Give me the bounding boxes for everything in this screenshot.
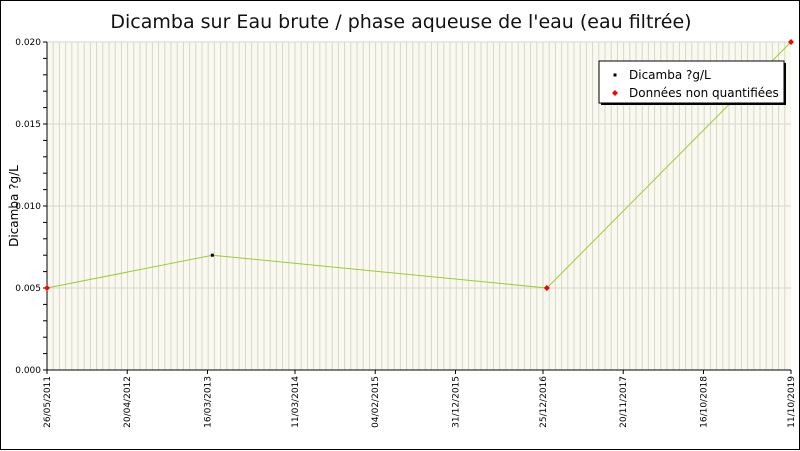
- non-quantified-point: [44, 285, 50, 291]
- legend-label: Données non quantifiées: [629, 86, 779, 100]
- x-tick-label: 16/10/2018: [699, 376, 709, 428]
- y-tick-label: 0.020: [15, 38, 41, 48]
- x-tick-label: 20/11/2017: [619, 376, 629, 428]
- x-tick-label: 25/12/2016: [539, 376, 549, 428]
- y-tick-label: 0.005: [15, 284, 41, 294]
- legend-marker-quantified: [613, 73, 617, 77]
- x-tick-label: 04/02/2015: [371, 376, 381, 428]
- x-tick-label: 26/05/2011: [43, 376, 53, 428]
- y-tick-label: 0.000: [15, 366, 41, 376]
- data-point: [210, 253, 214, 257]
- x-tick-label: 31/12/2015: [451, 376, 461, 428]
- y-tick-label: 0.015: [15, 120, 41, 130]
- legend-label: Dicamba ?g/L: [629, 68, 711, 82]
- axes: [43, 41, 792, 374]
- x-tick-label: 11/03/2014: [291, 376, 301, 428]
- x-tick-label: 11/10/2019: [787, 376, 797, 428]
- y-axis-label: Dicamba ?g/L: [7, 165, 21, 247]
- legend: Dicamba ?g/L Données non quantifiées: [598, 60, 786, 105]
- data-series: [44, 39, 794, 291]
- y-tick-labels: 0.000 0.005 0.010 0.015 0.020: [15, 38, 41, 376]
- legend-items: Dicamba ?g/L Données non quantifiées: [612, 68, 779, 100]
- legend-box: [598, 60, 785, 104]
- non-quantified-point: [543, 285, 550, 291]
- y-tick-label: 0.010: [15, 202, 41, 212]
- chart-title: Dicamba sur Eau brute / phase aqueuse de…: [110, 11, 691, 33]
- x-tick-labels: 26/05/2011 20/04/2012 16/03/2013 11/03/2014…: [43, 376, 797, 428]
- x-tick-label: 16/03/2013: [203, 376, 213, 428]
- x-tick-label: 20/04/2012: [123, 376, 133, 428]
- non-quantified-point: [788, 39, 794, 45]
- legend-marker-non-quantified: [612, 90, 618, 96]
- series-line: [46, 41, 792, 289]
